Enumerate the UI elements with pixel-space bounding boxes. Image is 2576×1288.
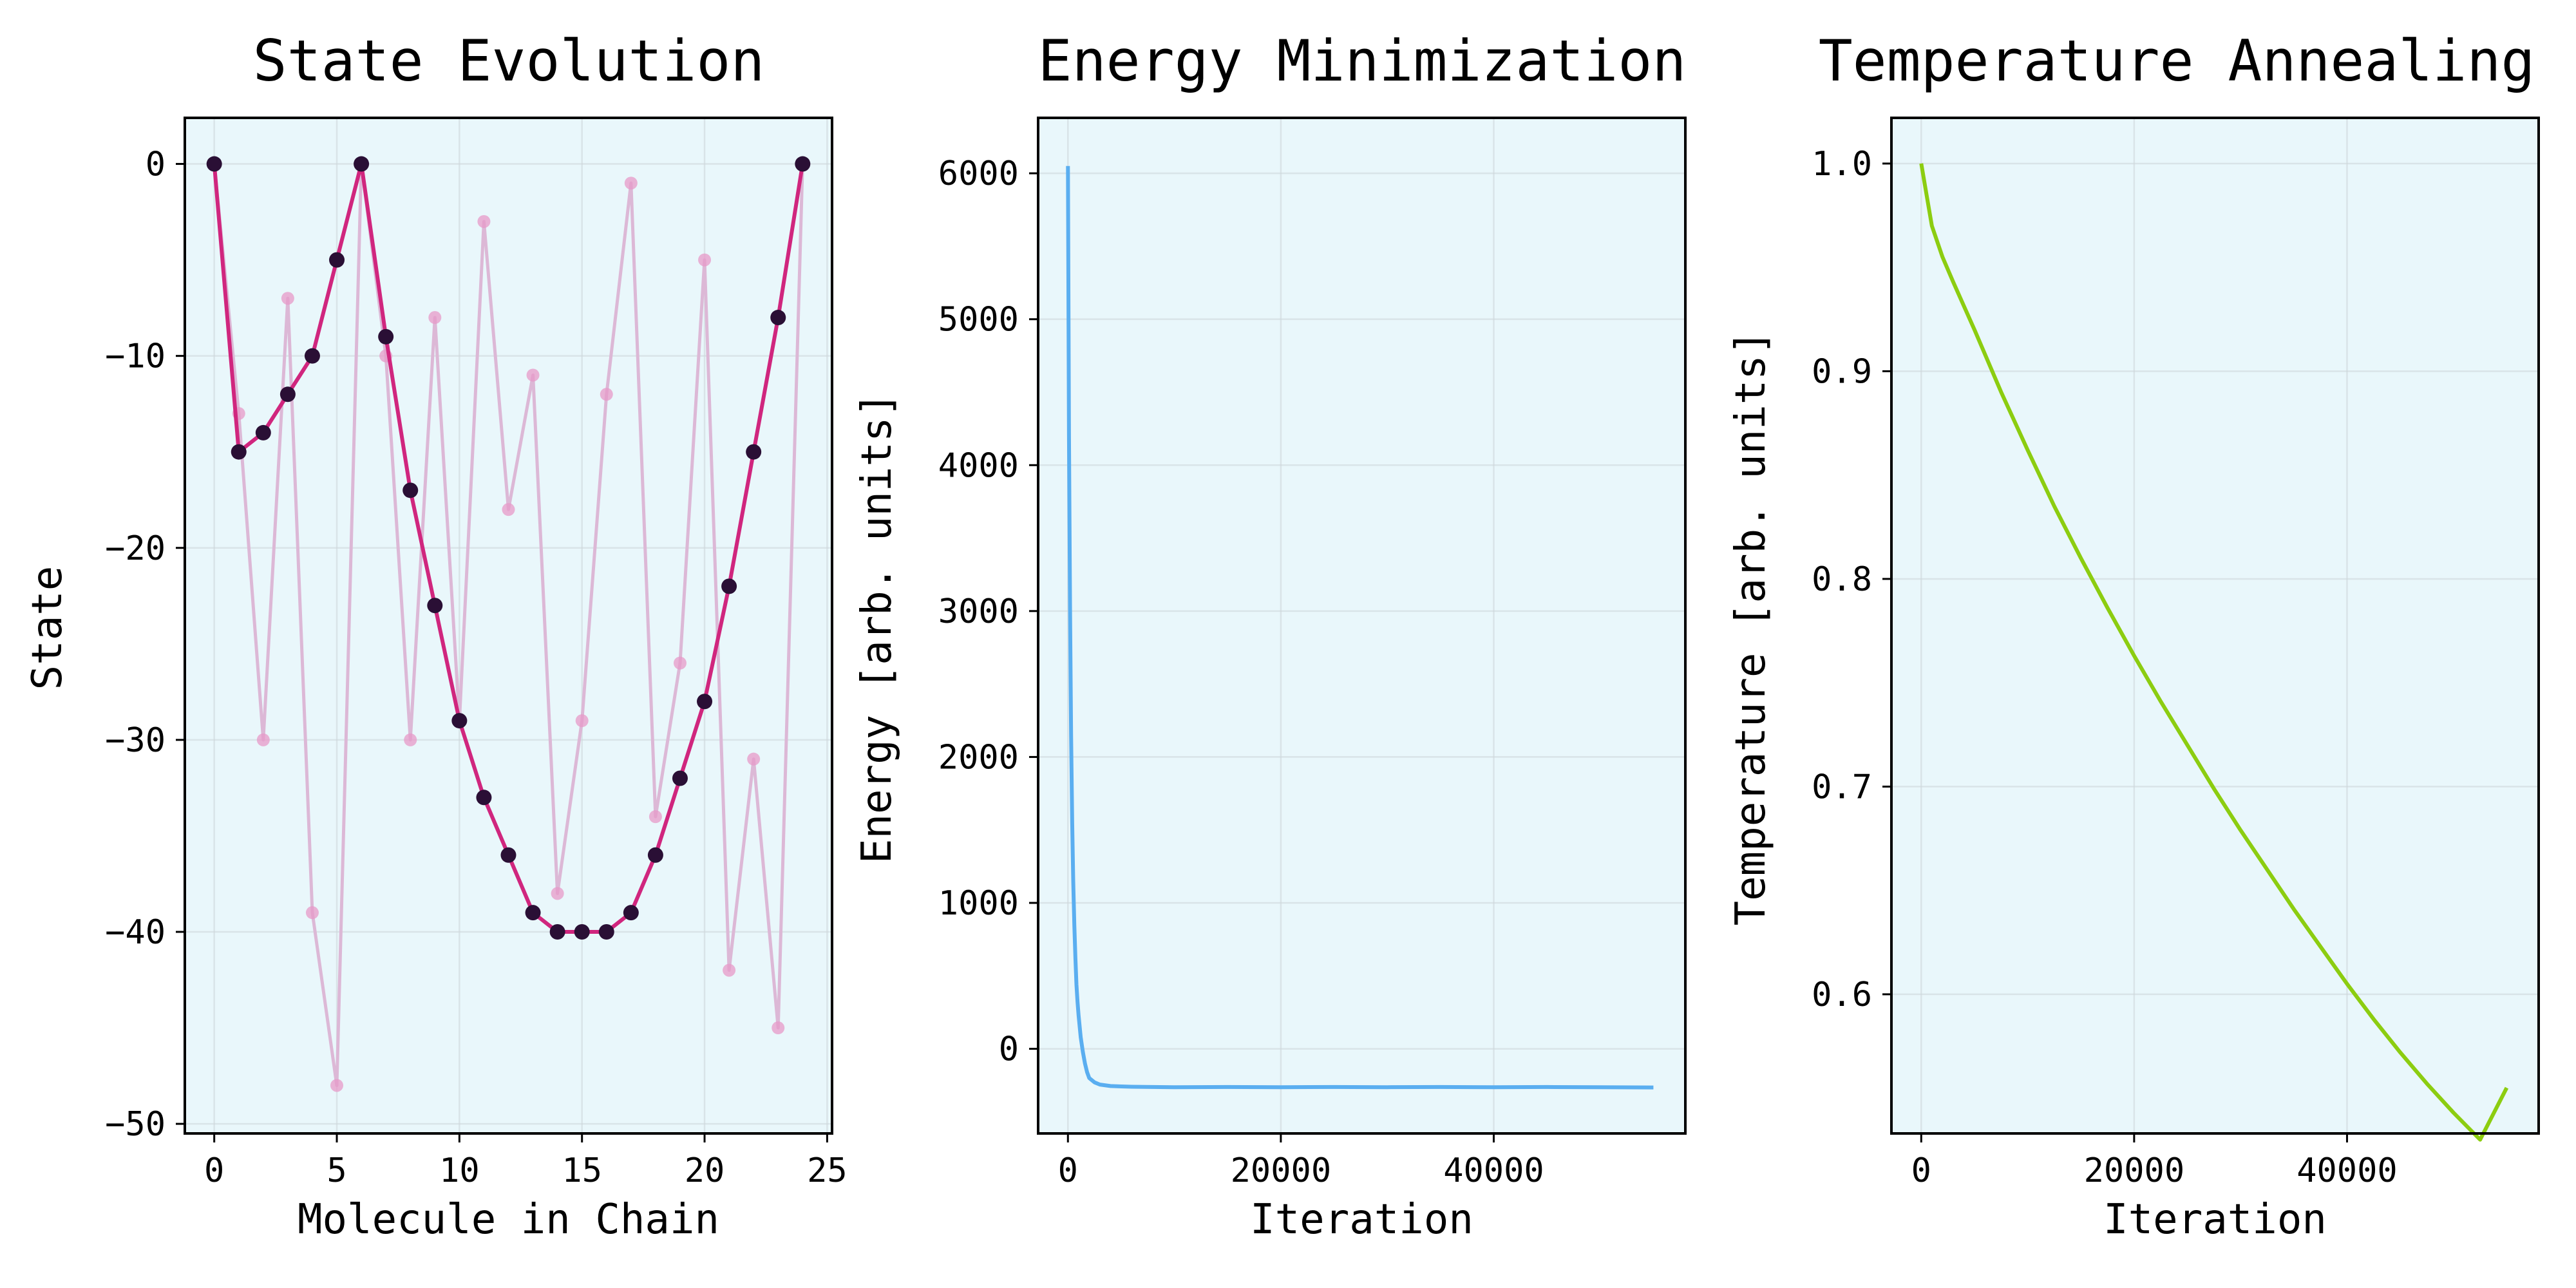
data-point	[305, 906, 319, 920]
data-point	[329, 252, 345, 268]
data-point	[746, 444, 762, 460]
y-tick-label: 3000	[938, 592, 1019, 631]
data-point	[672, 770, 688, 786]
y-tick-label: 0	[999, 1030, 1019, 1069]
x-tick-label: 5	[327, 1151, 346, 1190]
data-point	[772, 1021, 785, 1035]
data-point	[624, 176, 638, 190]
axes-frame	[1890, 117, 2540, 1135]
data-point	[723, 963, 736, 977]
y-tick-label: 0	[146, 146, 166, 184]
y-tick-label: 0.7	[1812, 768, 1872, 806]
x-tick-label: 0	[1911, 1151, 1931, 1190]
y-axis-label: State	[24, 566, 71, 690]
data-point	[770, 310, 786, 326]
x-tick-label: 40000	[1443, 1151, 1544, 1190]
data-point	[427, 598, 443, 614]
data-point	[279, 386, 296, 402]
chart-panel-3: 0 20000 40000 0.6 0.7 0.8 0.9 1.0 Temperature An…	[1727, 28, 2540, 1244]
axes-frame	[184, 117, 833, 1135]
series-line	[1919, 163, 2509, 1142]
x-tick-label: 0	[204, 1151, 224, 1190]
y-axis-label: Energy [arb. units]	[853, 392, 901, 864]
data-point	[647, 847, 663, 863]
data-point	[623, 905, 639, 921]
x-tick-label: 20000	[2084, 1151, 2185, 1190]
series-line	[1066, 166, 1654, 1090]
x-tick-label: 0	[1058, 1151, 1078, 1190]
data-point	[747, 752, 761, 766]
data-point	[698, 253, 712, 267]
data-point	[281, 292, 294, 305]
data-point	[649, 810, 662, 824]
data-point	[502, 503, 515, 516]
data-point	[255, 424, 271, 440]
y-tick-label: 5000	[938, 301, 1019, 339]
data-point	[428, 311, 442, 325]
data-point	[795, 156, 811, 172]
data-point	[598, 923, 614, 940]
data-point	[525, 905, 541, 921]
data-point	[451, 713, 468, 729]
data-point	[574, 923, 590, 940]
chart-panel-2: 0 20000 40000 0 1000 2000 3000 4000 5000 6000 Ener…	[853, 28, 1687, 1244]
data-point	[256, 733, 270, 746]
x-axis-label: Iteration	[1250, 1196, 1473, 1244]
data-point	[697, 694, 713, 710]
data-point	[231, 444, 247, 460]
data-point	[206, 156, 222, 172]
data-point	[330, 1079, 344, 1092]
data-point	[476, 790, 492, 806]
y-tick-label: −50	[105, 1105, 166, 1144]
data-point	[404, 733, 417, 746]
data-point	[402, 482, 419, 498]
x-axis-label: Molecule in Chain	[298, 1196, 719, 1244]
y-tick-label: 4000	[938, 446, 1019, 485]
data-point	[500, 847, 516, 863]
data-point	[551, 887, 564, 900]
x-tick-label: 10	[439, 1151, 480, 1190]
y-axis-label: Temperature [arb. units]	[1727, 330, 1775, 926]
plot-area	[1038, 118, 1685, 1133]
data-point	[526, 368, 540, 382]
y-tick-label: 6000	[938, 155, 1019, 193]
chart-title: Energy Minimization	[1038, 28, 1687, 94]
plot-area	[1891, 118, 2539, 1133]
plot-area	[185, 118, 832, 1133]
data-point	[575, 714, 589, 728]
y-tick-label: −30	[105, 721, 166, 760]
x-tick-label: 40000	[2297, 1151, 2398, 1190]
x-tick-label: 20	[685, 1151, 725, 1190]
data-point	[600, 388, 613, 401]
y-tick-label: −20	[105, 529, 166, 568]
data-point	[354, 156, 370, 172]
data-point	[673, 656, 687, 670]
chart-title: Temperature Annealing	[1819, 28, 2535, 94]
x-axis-label: Iteration	[2103, 1196, 2327, 1244]
y-tick-label: 2000	[938, 738, 1019, 777]
data-point	[549, 923, 565, 940]
data-point	[477, 214, 491, 228]
data-point	[304, 348, 320, 364]
axes-frame	[1037, 117, 1687, 1135]
data-point	[378, 328, 394, 345]
y-tick-label: 1000	[938, 884, 1019, 923]
x-tick-label: 25	[807, 1151, 848, 1190]
chart-title: State Evolution	[253, 28, 765, 94]
y-tick-label: 0.8	[1812, 560, 1872, 599]
chart-panel-1: 0 5 10 15 20 25 0 −10 −20 −30 −40 −50 State Evolutio…	[24, 28, 848, 1244]
y-tick-label: 0.9	[1812, 352, 1872, 391]
y-tick-label: −40	[105, 913, 166, 952]
y-tick-label: −10	[105, 337, 166, 376]
y-tick-label: 1.0	[1812, 145, 1872, 184]
y-tick-label: 0.6	[1812, 976, 1872, 1014]
x-tick-label: 15	[562, 1151, 602, 1190]
data-point	[721, 578, 737, 594]
x-tick-label: 20000	[1231, 1151, 1332, 1190]
